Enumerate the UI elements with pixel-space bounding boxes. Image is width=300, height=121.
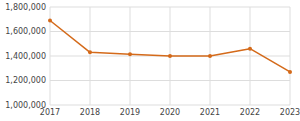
- point: [48, 18, 52, 22]
- point: [248, 47, 252, 51]
- point: [288, 70, 292, 74]
- x-tick-label: 2019: [120, 108, 140, 117]
- y-tick-label: 1,400,000: [5, 52, 46, 61]
- x-tick-label: 2022: [240, 108, 260, 117]
- y-tick-label: 1,600,000: [5, 27, 46, 36]
- x-tick-label: 2017: [40, 108, 60, 117]
- y-tick-label: 1,200,000: [5, 76, 46, 85]
- x-tick-label: 2020: [160, 108, 180, 117]
- axes: 1,000,0001,200,0001,400,0001,600,0001,80…: [5, 3, 300, 118]
- x-grid-line: [290, 7, 291, 105]
- point: [208, 54, 212, 58]
- y-tick-label: 1,800,000: [5, 3, 46, 12]
- point: [128, 52, 132, 56]
- x-grid-line: [90, 7, 91, 105]
- point: [168, 54, 172, 58]
- x-tick-label: 2018: [80, 108, 100, 117]
- x-tick-label: 2021: [200, 108, 220, 117]
- plot-area: [48, 18, 292, 73]
- grid: [50, 7, 290, 105]
- chart-container: 1,000,0001,200,0001,400,0001,600,0001,80…: [0, 0, 300, 121]
- chart: 1,000,0001,200,0001,400,0001,600,0001,80…: [0, 0, 300, 121]
- line: [50, 20, 290, 71]
- point: [88, 50, 92, 54]
- x-tick-label: 2023: [280, 108, 300, 117]
- x-grid-line: [250, 7, 251, 105]
